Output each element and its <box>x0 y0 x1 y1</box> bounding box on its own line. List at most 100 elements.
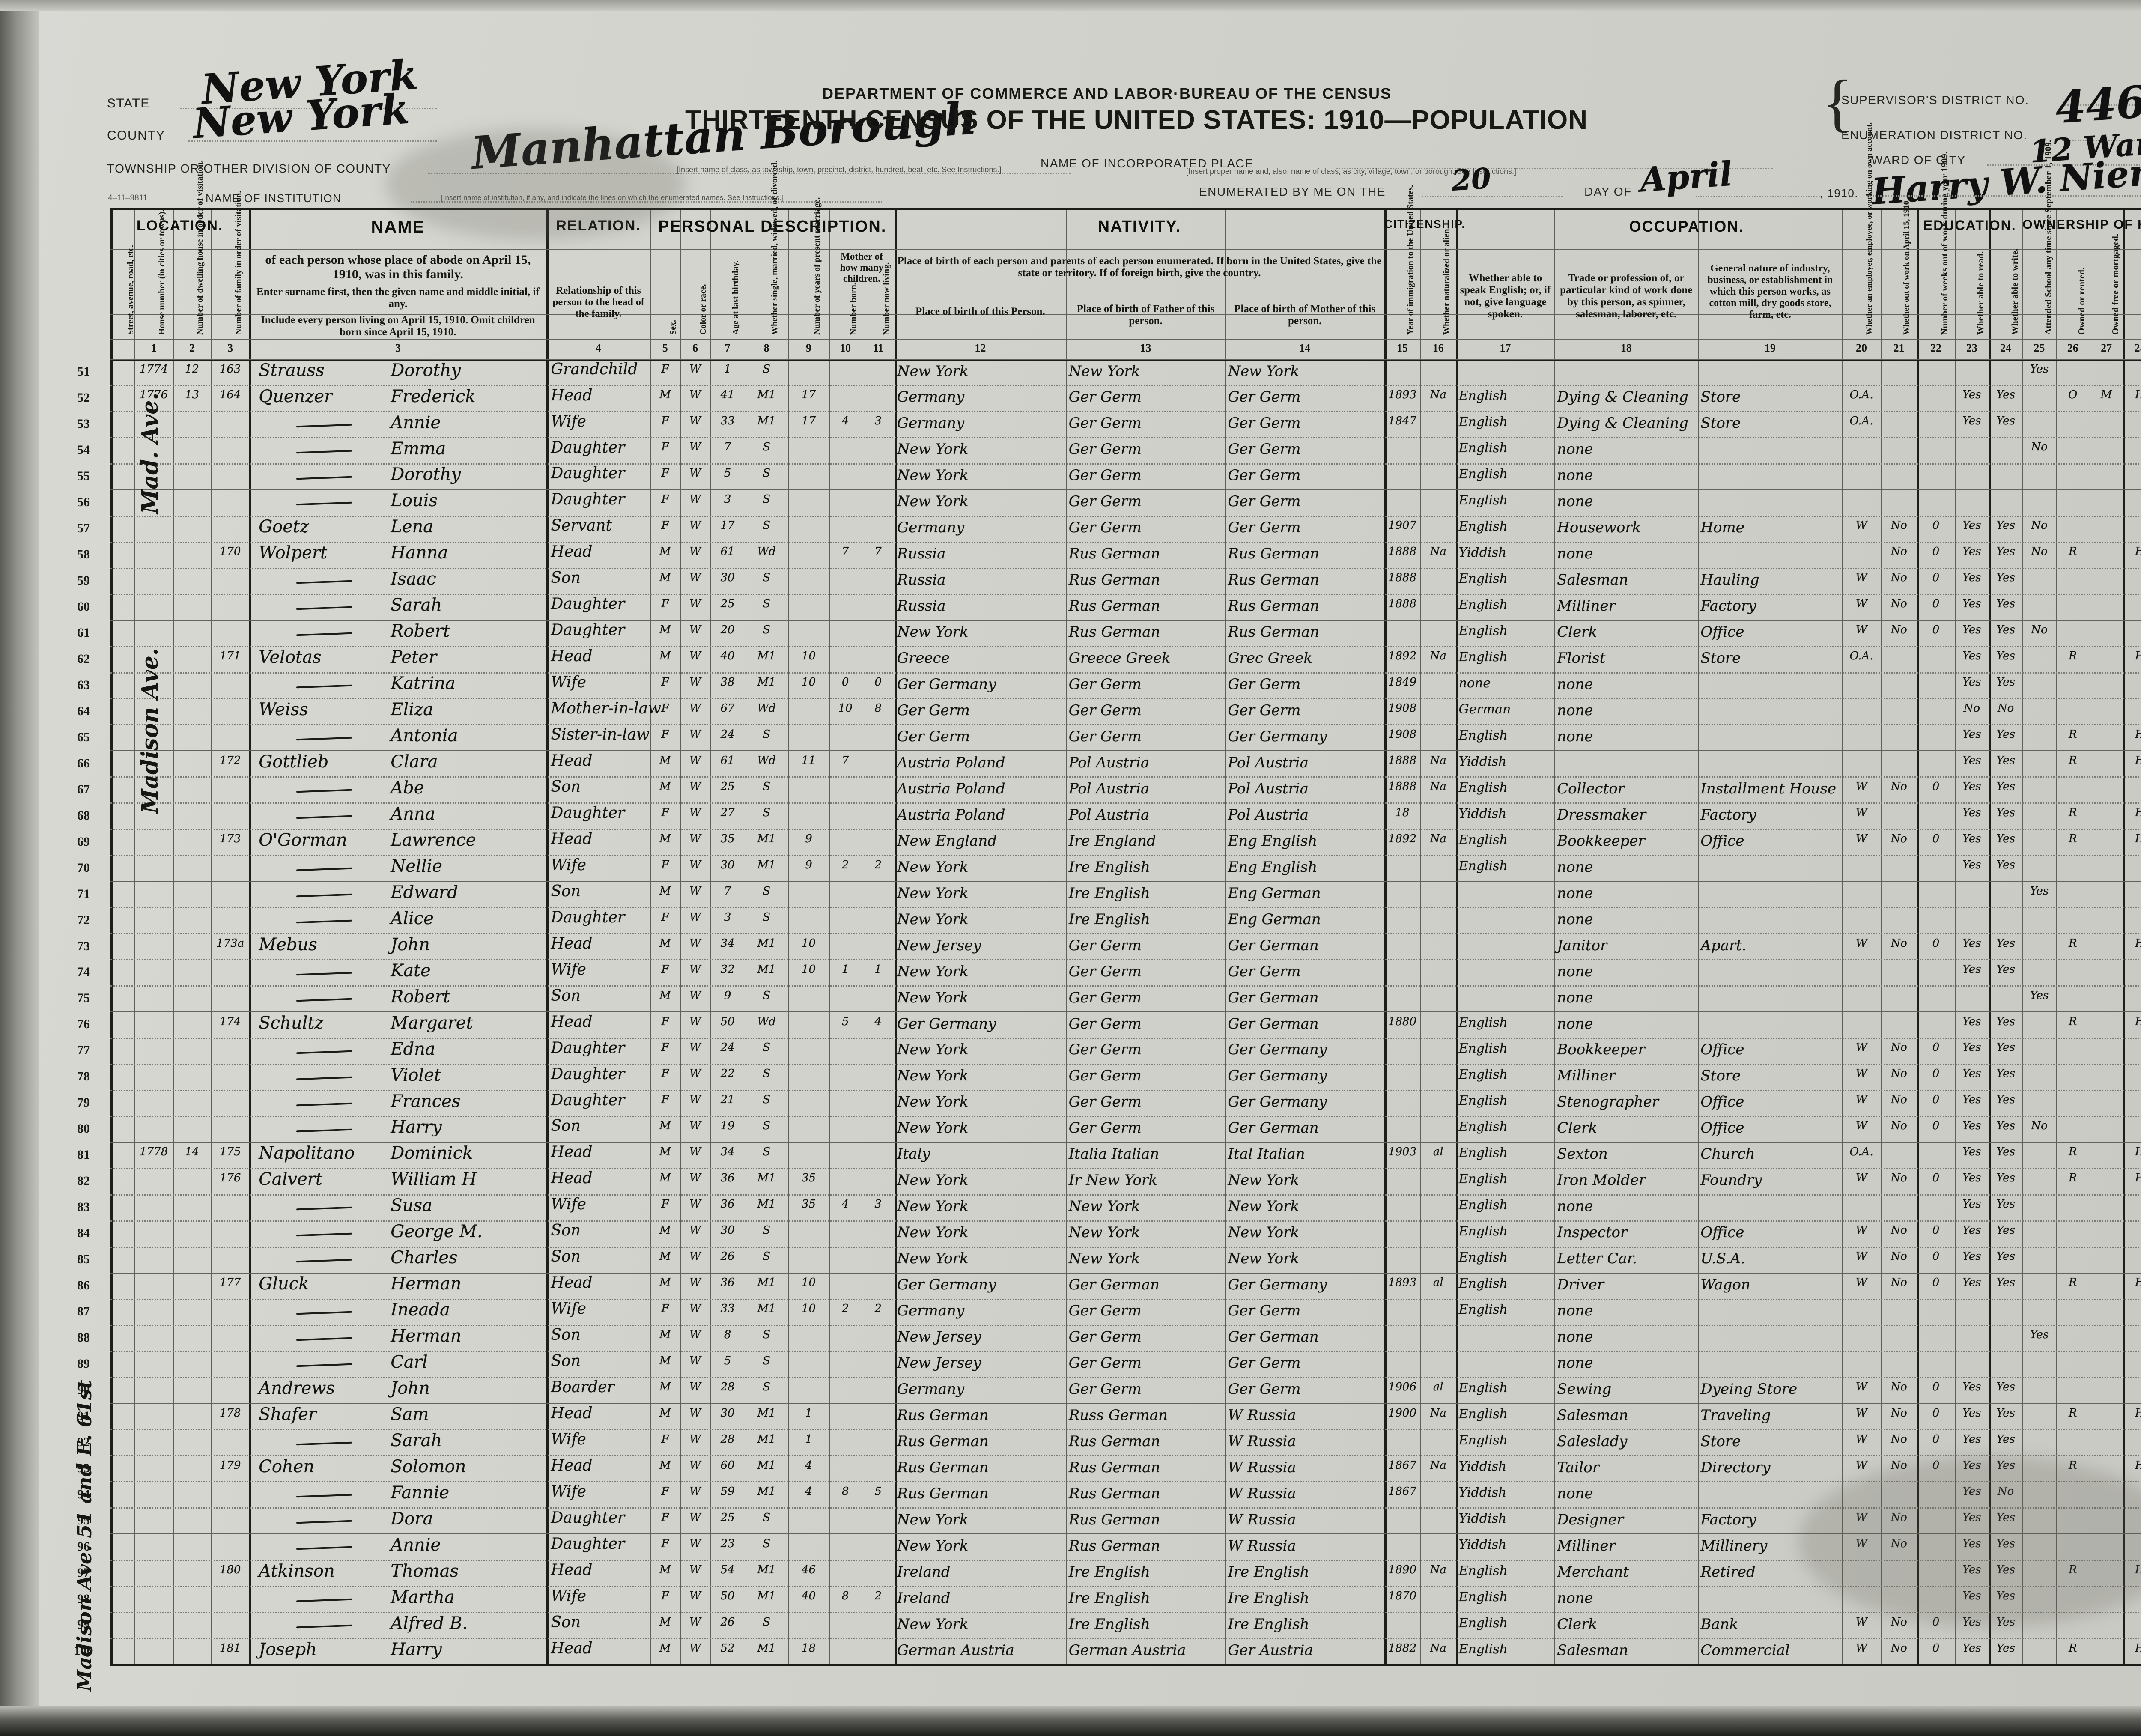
column-header: Include every person living on April 15,… <box>261 314 535 338</box>
cell-relation: Wife <box>551 960 586 978</box>
cell-fam: 179 <box>219 1459 241 1472</box>
row-divider <box>110 1168 2141 1169</box>
cell-out: No <box>1891 1041 1907 1054</box>
cell-imm: 1893 <box>1388 388 1416 402</box>
row-divider <box>110 1507 2141 1509</box>
cell-bp: New York <box>897 1172 969 1189</box>
cell-write: Yes <box>1996 780 2015 793</box>
cell-race: W <box>689 1589 701 1602</box>
ditto-mark <box>296 1233 352 1237</box>
row-number-left: 57 <box>77 521 90 536</box>
cell-occ: none <box>1557 728 1593 745</box>
cell-relation: Daughter <box>551 621 625 639</box>
column-number: 25 <box>2034 342 2045 354</box>
row-divider <box>110 385 2141 386</box>
cell-school: No <box>2031 623 2048 637</box>
cell-wks: 0 <box>1932 519 1940 532</box>
row-number-left: 99 <box>77 1617 90 1632</box>
cell-fbp: Rus German <box>1068 1537 1160 1554</box>
cell-emp: W <box>1855 806 1867 819</box>
cell-ms: M1 <box>757 858 776 871</box>
cell-age: 34 <box>720 937 735 950</box>
cell-mbp: Ger Austria <box>1228 1641 1313 1659</box>
cell-read: Yes <box>1962 1093 1981 1107</box>
cell-mbp: Ger Germany <box>1228 1067 1327 1085</box>
ditto-mark <box>296 502 352 506</box>
cell-yrs: 10 <box>801 1302 816 1315</box>
column-number: 20 <box>1856 342 1867 354</box>
column-divider <box>1989 208 1991 1664</box>
cell-sex: M <box>659 884 671 898</box>
cell-read: Yes <box>1962 1432 1981 1446</box>
cell-ms: S <box>763 571 771 585</box>
row-divider <box>110 1063 2141 1065</box>
cell-sex: F <box>661 1432 669 1446</box>
cell-school: Yes <box>2030 884 2049 898</box>
cell-given-name: Herman <box>391 1274 462 1294</box>
cell-read: Yes <box>1962 623 1981 637</box>
cell-race: W <box>689 963 701 976</box>
cell-occ: none <box>1557 1328 1593 1346</box>
cell-race: W <box>689 1198 701 1211</box>
cell-write: Yes <box>1996 650 2015 663</box>
cell-mbp: Ger Germ <box>1228 441 1301 458</box>
cell-occ: none <box>1557 676 1593 693</box>
cell-mbp: Eng English <box>1228 858 1318 876</box>
cell-race: W <box>689 1302 701 1315</box>
cell-mbp: Ger Germ <box>1228 676 1301 693</box>
cell-farm: H <box>2126 1642 2141 1655</box>
cell-mbp: Ger German <box>1228 1015 1319 1032</box>
cell-fbp: Greece Greek <box>1068 650 1171 667</box>
cell-born: 7 <box>841 545 849 558</box>
cell-mbp: Ger Germany <box>1228 1276 1327 1294</box>
cell-sex: M <box>659 1459 671 1472</box>
cell-fbp: Ger Germ <box>1068 1067 1142 1085</box>
cell-bp: Italy <box>897 1145 930 1163</box>
cell-read: Yes <box>1962 780 1981 793</box>
cell-living: 5 <box>874 1485 882 1498</box>
cell-age: 59 <box>720 1485 735 1498</box>
cell-write: Yes <box>1996 1015 2015 1028</box>
cell-school: Yes <box>2030 1328 2049 1342</box>
institution-note: [Insert name of institution, if any, and… <box>441 194 784 202</box>
cell-bp: New York <box>897 884 969 902</box>
cell-school: No <box>2031 519 2048 532</box>
cell-mbp: New York <box>1228 362 1299 380</box>
cell-race: W <box>689 1224 701 1237</box>
cell-write: Yes <box>1996 1380 2015 1393</box>
cell-age: 41 <box>720 388 735 402</box>
ditto-mark <box>296 1259 352 1263</box>
column-divider <box>1880 208 1882 1664</box>
cell-given-name: Edward <box>391 882 458 902</box>
cell-read: Yes <box>1962 1615 1981 1629</box>
cell-wks: 0 <box>1932 571 1940 585</box>
cell-eng: English <box>1458 1041 1508 1056</box>
cell-bp: Austria Poland <box>897 780 1005 797</box>
cell-born: 8 <box>841 1589 849 1602</box>
cell-fbp: Ger Germ <box>1068 1041 1142 1059</box>
cell-born: 5 <box>841 1015 849 1028</box>
cell-fbp: Ire English <box>1068 910 1150 928</box>
column-divider <box>2123 208 2126 1664</box>
cell-write: Yes <box>1996 1119 2015 1133</box>
cell-sex: F <box>661 1589 669 1602</box>
cell-sex: M <box>659 623 671 637</box>
cell-surname: Joseph <box>259 1639 317 1659</box>
cell-fbp: Ire English <box>1068 858 1150 876</box>
cell-write: Yes <box>1996 1641 2015 1655</box>
cell-out: No <box>1891 597 1907 611</box>
cell-mbp: New York <box>1228 1172 1299 1189</box>
cell-living: 3 <box>874 415 882 428</box>
column-divider <box>249 208 252 1664</box>
cell-yrs: 1 <box>805 1432 812 1446</box>
cell-nat: Na <box>1430 832 1446 845</box>
column-divider <box>134 208 136 1664</box>
cell-surname: Cohen <box>259 1456 315 1476</box>
cell-age: 7 <box>724 884 731 898</box>
cell-bp: New York <box>897 1067 969 1085</box>
cell-age: 27 <box>720 806 735 819</box>
cell-read: Yes <box>1962 1145 1981 1159</box>
cell-sex: M <box>659 388 671 402</box>
cell-relation: Daughter <box>551 1039 625 1057</box>
column-header-vertical: Owned or rented. <box>2076 267 2087 335</box>
